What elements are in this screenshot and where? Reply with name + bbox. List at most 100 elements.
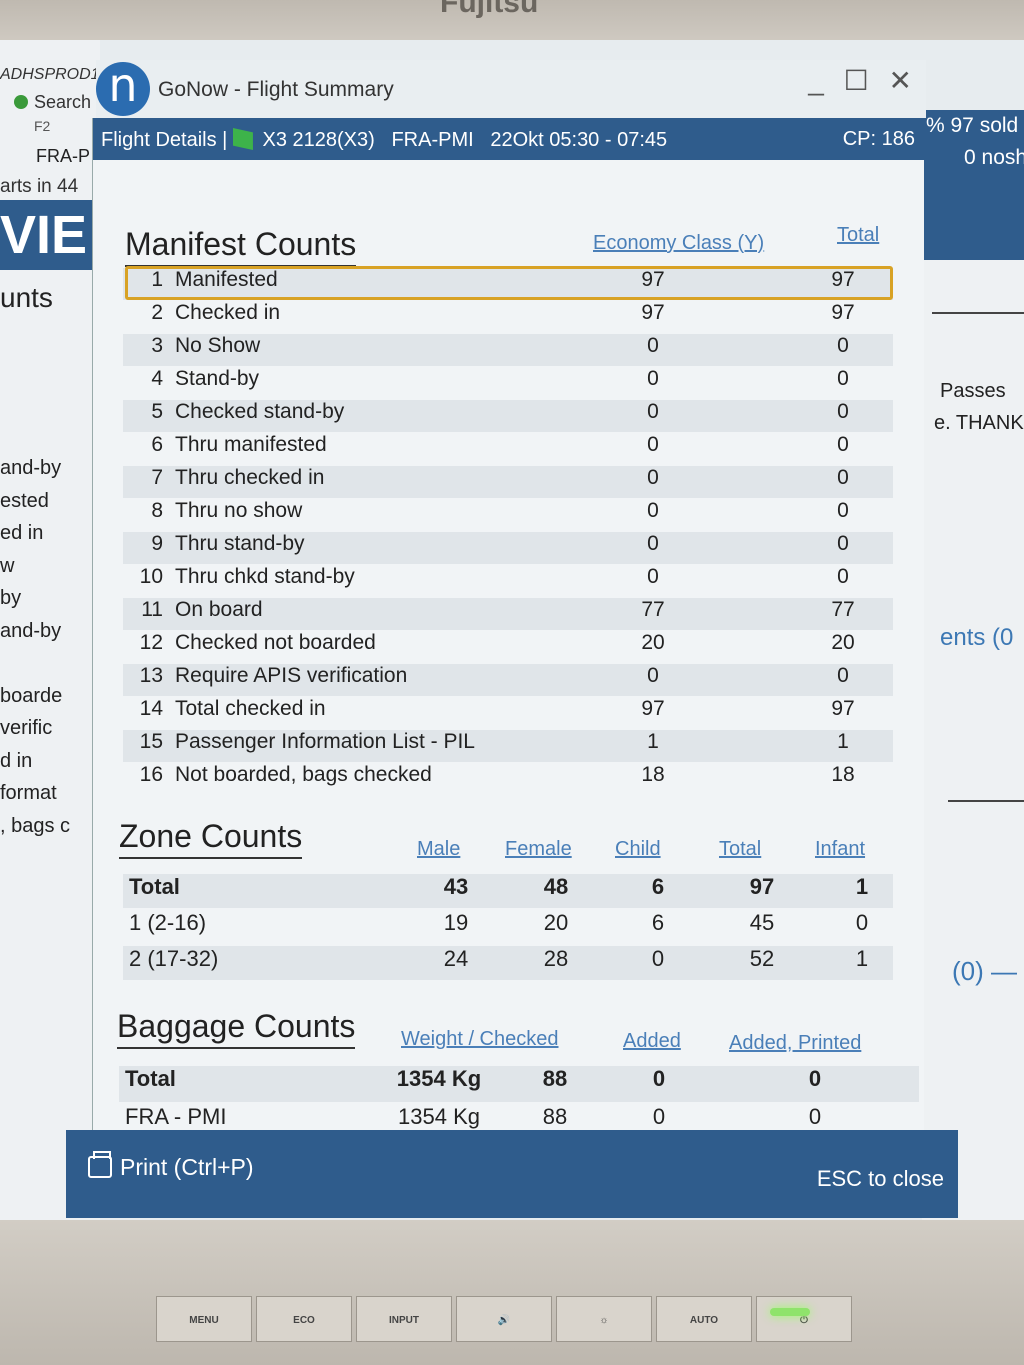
monitor-button-strip: MENU ECO INPUT 🔊 ☼ AUTO ⏻ [156,1296,856,1346]
manifest-row[interactable]: 3 No Show 0 0 [123,334,893,366]
monitor-brand: Fujitsu [440,0,539,19]
manifest-row[interactable]: 1 Manifested 97 97 [123,268,893,300]
column-female[interactable]: Female [505,838,572,860]
column-economy-class[interactable]: Economy Class (Y) [593,232,765,254]
column-infant[interactable]: Infant [815,838,866,860]
manifest-row[interactable]: 2 Checked in 97 97 [123,301,893,333]
flight-date-time: 22Okt 05:30 - 07:45 [490,129,668,151]
background-app-id: ADHSPROD1 [0,66,100,83]
manifest-row-number: 11 [141,598,163,621]
background-list-item: format [0,782,57,804]
zone-row[interactable]: 2 (17-32) 24 28 0 52 1 [123,946,893,980]
monitor-auto-button[interactable]: AUTO [656,1296,752,1342]
manifest-row[interactable]: 10 Thru chkd stand-by 0 0 [123,565,893,597]
esc-to-close-hint[interactable]: ESC to close [816,1166,944,1191]
manifest-total-value: 1 [837,730,849,753]
manifest-row-label: Manifested [175,268,278,291]
column-zone-total[interactable]: Total [719,838,762,860]
background-app-left: ADHSPROD1 Search F2 FRA-P arts in 44 VIE… [0,40,100,1220]
manifest-total-value: 0 [837,565,849,588]
print-label: Print (Ctrl+P) [120,1154,254,1180]
column-child[interactable]: Child [615,838,661,860]
manifest-row-number: 7 [151,466,163,489]
zone-child-value: 6 [651,910,665,935]
background-summary-band: % 97 sold 0 nosh [922,110,1024,260]
zone-child-value: 0 [651,946,665,971]
column-weight-checked[interactable]: Weight / Checked [401,1028,559,1050]
minimize-icon[interactable]: _ [808,65,830,96]
manifest-row[interactable]: 6 Thru manifested 0 0 [123,433,893,465]
zone-male-value: 24 [443,946,469,971]
zone-male-value: 19 [443,910,469,935]
manifest-row-label: Stand-by [175,367,260,390]
manifest-economy-value: 0 [647,433,659,456]
zone-infant-value: 1 [855,946,869,971]
column-added-printed[interactable]: Added, Printed [729,1032,862,1054]
background-list-item: ed in [0,522,44,544]
zone-row-label: Total [129,874,180,899]
manifest-total-value: 0 [837,499,849,522]
manifest-counts-title: Manifest Counts [125,226,356,267]
gonow-logo-icon: n [96,62,150,116]
flight-details-text: Flight Details | X3 2128(X3) FRA-PMI 22O… [101,128,667,152]
manifest-row[interactable]: 14 Total checked in 97 97 [123,697,893,729]
manifest-row-label: On board [175,598,263,621]
manifest-row-number: 14 [139,697,163,720]
monitor-power-button[interactable]: ⏻ [756,1296,852,1342]
manifest-row-number: 4 [151,367,163,390]
background-vie: VIE [0,205,88,265]
manifest-row-label: Thru stand-by [175,532,305,555]
zone-total-value: 97 [749,874,775,899]
background-comments-link[interactable]: ents (0 [940,624,1014,651]
manifest-row[interactable]: 7 Thru checked in 0 0 [123,466,893,498]
manifest-row-label: Require APIS verification [175,664,408,687]
background-f2-hint: F2 [34,118,51,134]
baggage-row[interactable]: FRA - PMI 1354 Kg 88 0 0 [119,1104,919,1140]
manifest-row[interactable]: 12 Checked not boarded 20 20 [123,631,893,663]
manifest-row[interactable]: 4 Stand-by 0 0 [123,367,893,399]
column-male[interactable]: Male [417,838,461,860]
close-icon[interactable]: ✕ [888,65,918,96]
manifest-row[interactable]: 9 Thru stand-by 0 0 [123,532,893,564]
monitor-input-button[interactable]: INPUT [356,1296,452,1342]
manifest-row-number: 13 [139,664,163,687]
zone-row[interactable]: 1 (2-16) 19 20 6 45 0 [123,910,893,944]
baggage-checked-value: 88 [542,1104,568,1129]
column-total[interactable]: Total [837,224,880,246]
background-search[interactable]: Search [14,92,91,113]
manifest-economy-value: 77 [641,598,665,621]
manifest-economy-value: 18 [641,763,665,786]
monitor-menu-button[interactable]: MENU [156,1296,252,1342]
flight-details-header: Flight Details | X3 2128(X3) FRA-PMI 22O… [93,118,925,160]
manifest-row[interactable]: 8 Thru no show 0 0 [123,499,893,531]
background-vie-band [0,200,100,270]
baggage-row[interactable]: Total 1354 Kg 88 0 0 [119,1066,919,1102]
manifest-total-value: 0 [837,400,849,423]
background-list-item [0,647,70,680]
background-list-item: w [0,554,15,577]
manifest-row-number: 8 [151,499,163,522]
manifest-row[interactable]: 13 Require APIS verification 0 0 [123,664,893,696]
monitor-volume-button[interactable]: 🔊 [456,1296,552,1342]
manifest-row[interactable]: 5 Checked stand-by 0 0 [123,400,893,432]
zone-row[interactable]: Total 43 48 6 97 1 [123,874,893,908]
background-divider [932,312,1024,314]
airline-icon [232,128,253,150]
manifest-economy-value: 97 [641,697,665,720]
column-added[interactable]: Added [623,1030,681,1052]
background-zero-link[interactable]: (0) — [952,956,1017,986]
manifest-row[interactable]: 15 Passenger Information List - PIL 1 1 [123,730,893,762]
maximize-icon[interactable]: ☐ [843,65,875,96]
status-dot-icon [14,95,28,109]
monitor-eco-button[interactable]: ECO [256,1296,352,1342]
manifest-total-value: 97 [831,268,855,291]
print-button[interactable]: Print (Ctrl+P) [88,1151,254,1181]
monitor-brightness-button[interactable]: ☼ [556,1296,652,1342]
background-list-item: and-by [0,457,62,479]
manifest-row[interactable]: 16 Not boarded, bags checked 18 18 [123,763,893,795]
manifest-row[interactable]: 11 On board 77 77 [123,598,893,630]
zone-female-value: 28 [543,946,569,971]
zone-total-value: 52 [749,946,775,971]
flight-summary-dialog: Flight Details | X3 2128(X3) FRA-PMI 22O… [92,118,925,1188]
manifest-row-number: 1 [151,268,163,291]
